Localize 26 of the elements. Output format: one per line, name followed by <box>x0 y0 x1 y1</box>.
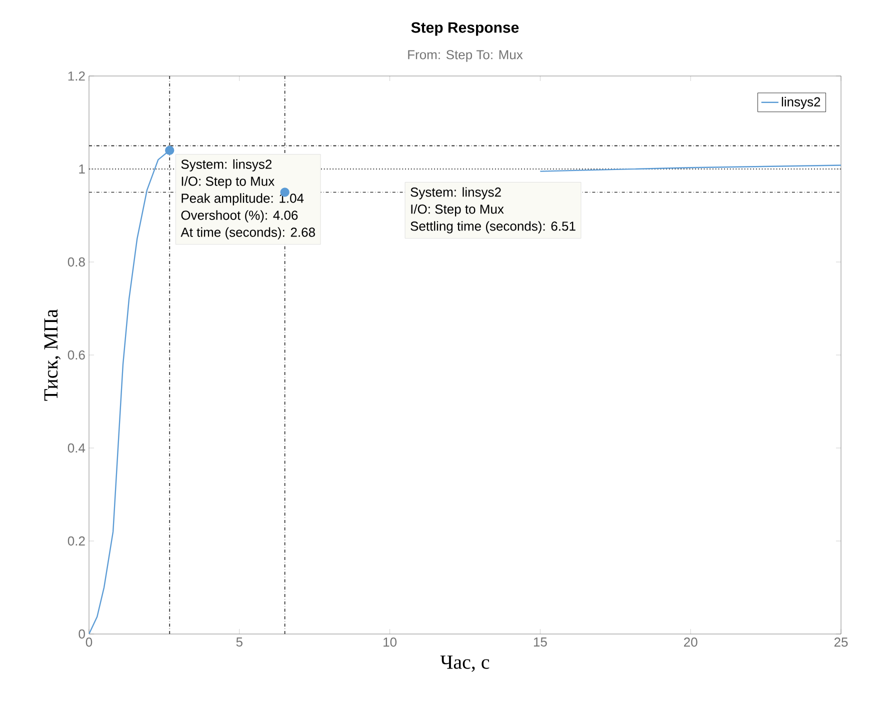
y-tick-label: 1.2 <box>68 71 85 81</box>
y-axis-title: Тиск, МПа <box>44 309 61 401</box>
x-tick-label: 0 <box>86 638 92 647</box>
annotation: I/O: Step to Mux <box>182 176 274 188</box>
annotation: Settling time (seconds): 6.51 <box>410 221 576 234</box>
y-tick-label: 1 <box>79 164 85 174</box>
chart-title: Step Response <box>411 22 519 36</box>
x-tick-label: 10 <box>384 638 397 647</box>
annotation: I/O: Step to Mux <box>411 204 504 216</box>
annotation: System: linsys2 <box>181 159 272 172</box>
y-tick-label: 0.2 <box>68 536 85 546</box>
x-tick-label: 15 <box>534 638 547 647</box>
chart-subtitle: From: Step To: Mux <box>408 50 523 62</box>
y-tick-label: 0.4 <box>68 443 86 453</box>
x-tick-label: 25 <box>834 638 848 647</box>
x-axis-title: Час, с <box>440 656 490 672</box>
x-tick-label: 5 <box>236 638 242 647</box>
x-tick-label: 20 <box>684 638 698 647</box>
y-tick-label: 0.8 <box>68 257 85 267</box>
annotation: At time (seconds): 2.68 <box>180 227 315 240</box>
legend-label: linsys2 <box>782 96 820 110</box>
y-tick-label: 0.6 <box>68 350 85 360</box>
annotation: Overshoot (%): 4.06 <box>181 210 298 222</box>
annotation: Peak amplitude: 1.04 <box>182 193 304 206</box>
annotation: System: linsys2 <box>410 187 501 200</box>
y-tick-label: 0 <box>78 629 85 639</box>
